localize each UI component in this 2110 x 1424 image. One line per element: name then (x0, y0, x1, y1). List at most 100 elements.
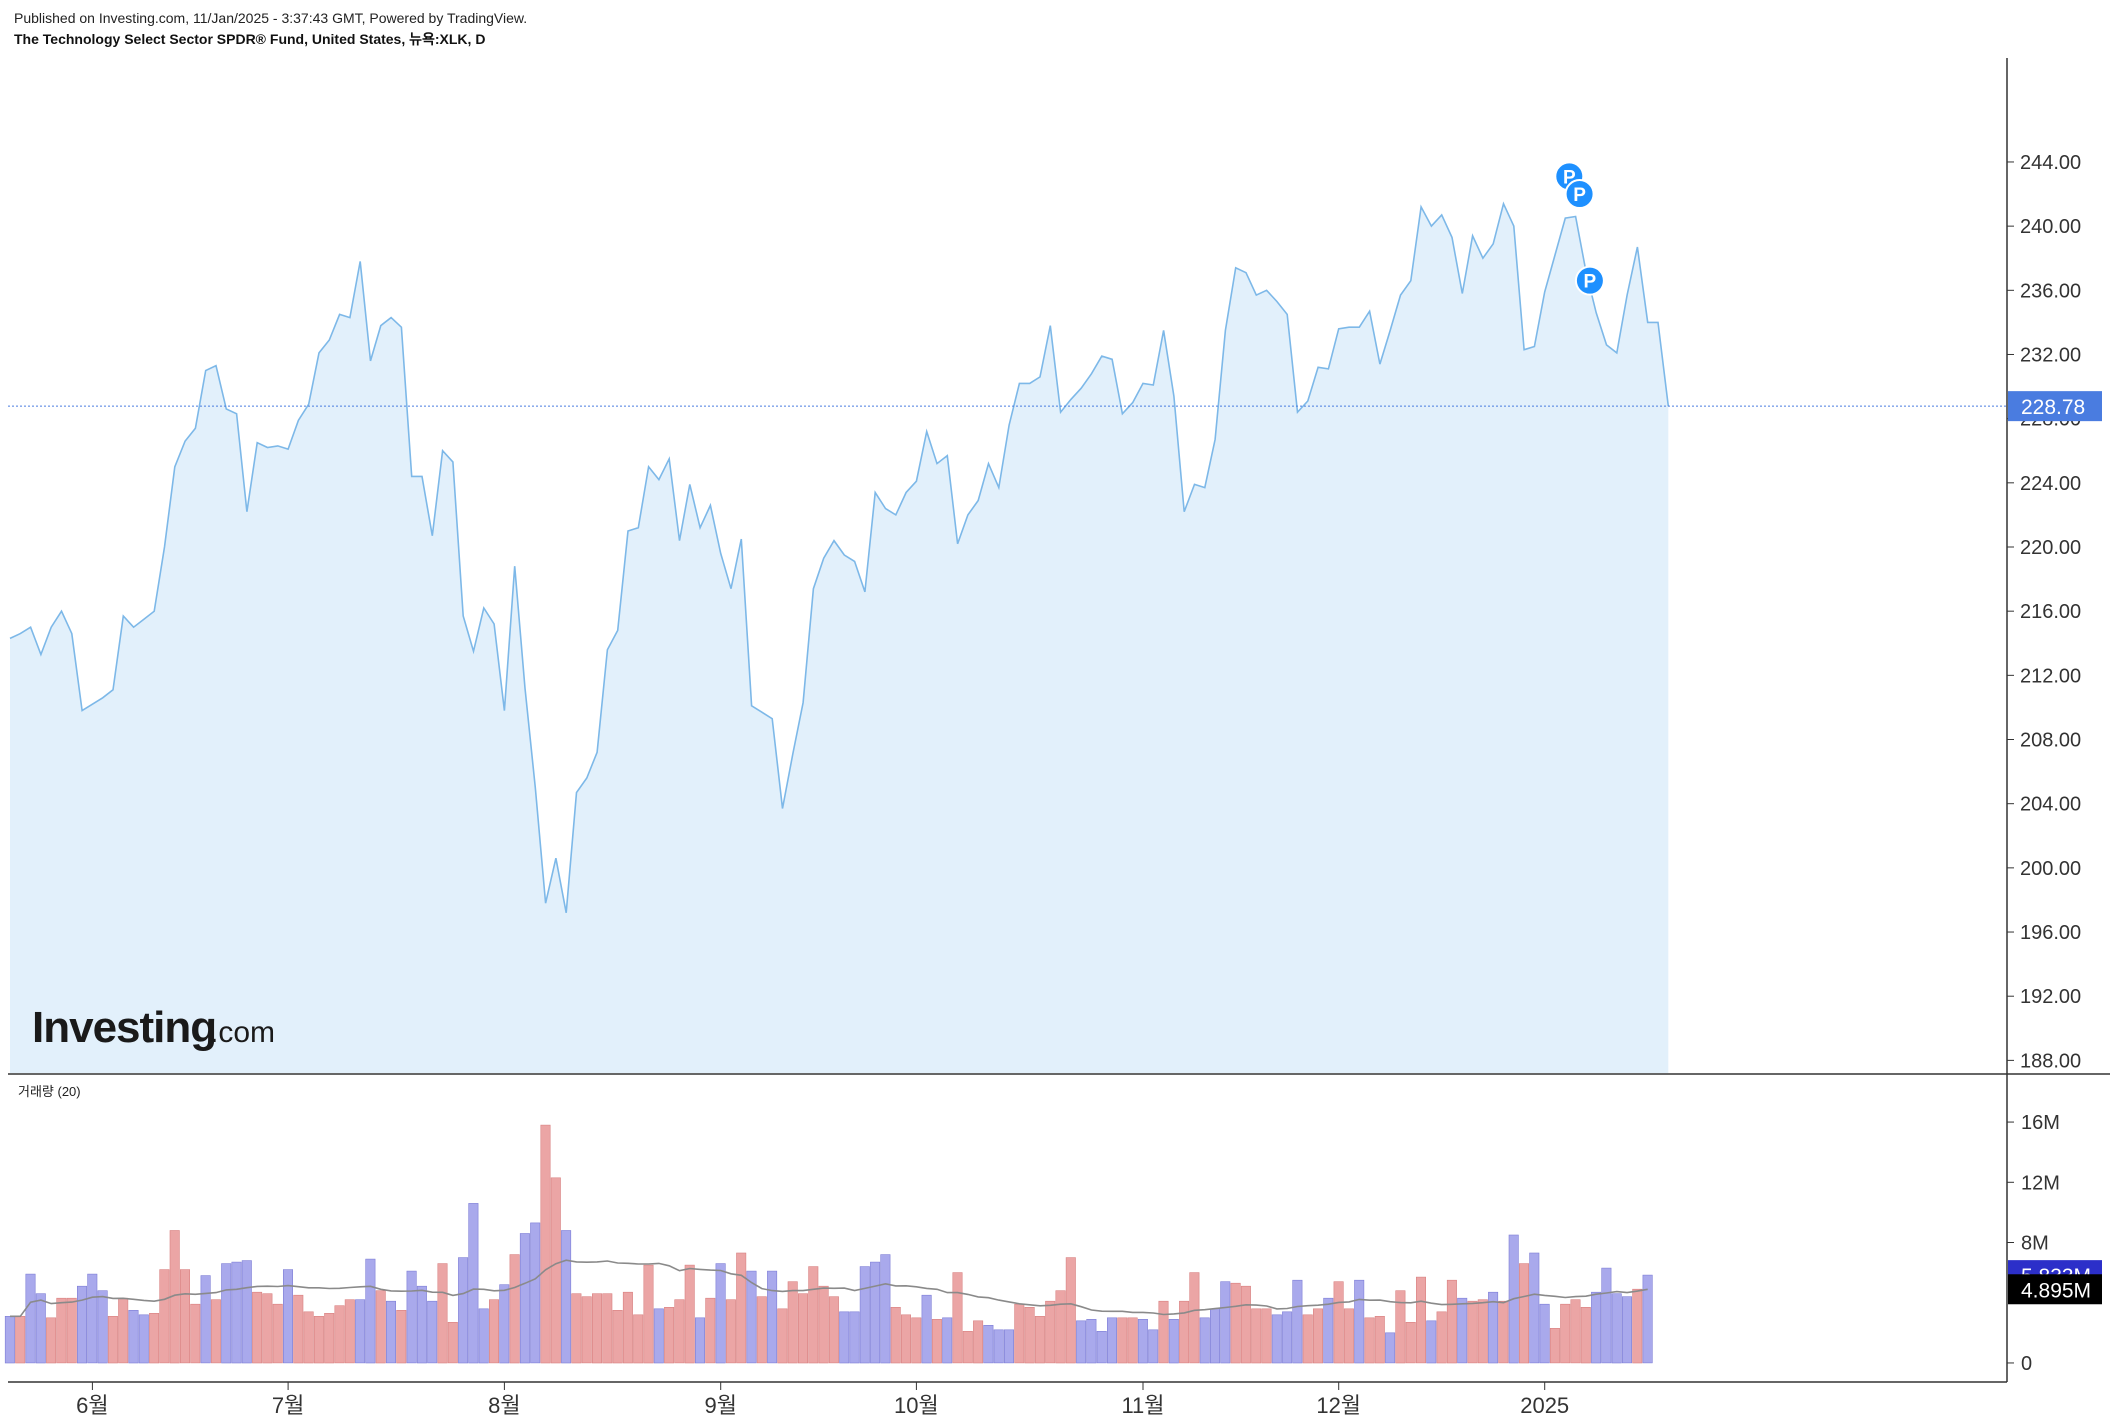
volume-bar (828, 1296, 839, 1364)
volume-bar (385, 1300, 396, 1364)
last-price-label: 228.78 (2021, 396, 2085, 419)
volume-bar (1065, 1257, 1076, 1364)
volume-bar (756, 1296, 767, 1364)
time-tick-label: 9월 (704, 1393, 736, 1418)
volume-bar (1127, 1317, 1138, 1364)
volume-tick-label: 16M (2021, 1112, 2060, 1134)
volume-bar (1107, 1317, 1118, 1364)
volume-bars (4, 1124, 1653, 1364)
volume-bar (252, 1291, 263, 1364)
volume-bar (622, 1291, 633, 1364)
volume-bar (602, 1293, 613, 1364)
volume-bar (1210, 1308, 1221, 1364)
volume-bar (1271, 1314, 1282, 1364)
published-attribution: Published on Investing.com, 11/Jan/2025 … (14, 10, 528, 26)
volume-bar (406, 1270, 417, 1364)
volume-bar (1580, 1307, 1591, 1364)
volume-bar (458, 1257, 469, 1364)
time-tick-label: 10월 (894, 1393, 939, 1418)
volume-bar (591, 1293, 602, 1364)
volume-tick-label: 0 (2021, 1353, 2032, 1375)
volume-bar (1642, 1274, 1653, 1364)
time-tick-label: 12월 (1316, 1393, 1361, 1418)
volume-bar (1302, 1314, 1313, 1364)
price-tick-label: 236.00 (2020, 280, 2081, 302)
price-tick-label: 208.00 (2020, 730, 2081, 752)
volume-bar (138, 1314, 149, 1364)
volume-bar (241, 1260, 252, 1364)
volume-bar (1519, 1263, 1530, 1364)
price-tick-label: 224.00 (2020, 473, 2081, 495)
price-tick-label: 220.00 (2020, 537, 2081, 559)
price-tick-label: 200.00 (2020, 858, 2081, 880)
volume-bar (293, 1294, 304, 1364)
volume-bar (1529, 1252, 1540, 1364)
volume-bar (540, 1124, 551, 1364)
volume-bar (1364, 1317, 1375, 1364)
volume-bar (890, 1307, 901, 1364)
volume-bar (66, 1297, 77, 1364)
time-tick-label: 8월 (488, 1393, 520, 1418)
volume-bar (231, 1261, 242, 1364)
volume-bar (282, 1269, 293, 1364)
volume-bar (118, 1297, 129, 1364)
volume-bar (962, 1331, 973, 1364)
volume-bar (509, 1254, 520, 1364)
volume-bar (1488, 1291, 1499, 1364)
volume-bar (1343, 1308, 1354, 1364)
volume-bar (488, 1299, 499, 1364)
volume-bar (684, 1264, 695, 1364)
logo-suffix: .com (210, 1016, 275, 1049)
event-marker[interactable] (1574, 265, 1605, 296)
volume-bar (1560, 1303, 1571, 1364)
volume-bar (1601, 1267, 1612, 1364)
volume-bar (1498, 1300, 1509, 1364)
volume-bar (56, 1297, 67, 1364)
volume-ma-line (10, 1259, 1648, 1318)
volume-bar (653, 1308, 664, 1364)
volume-bar (396, 1310, 407, 1364)
time-axis-ticks: 6월 7월 8월 9월 10월 11월 12월 2025 (76, 1382, 1569, 1418)
volume-bar (210, 1299, 221, 1364)
volume-bar (1117, 1317, 1128, 1364)
volume-bar (1333, 1281, 1344, 1364)
volume-bar (365, 1258, 376, 1364)
price-tick-label: 192.00 (2020, 986, 2081, 1008)
volume-bar (664, 1307, 675, 1364)
price-axis-ticks: 244.00240.00236.00232.00228.00224.00220.… (2007, 152, 2102, 1072)
price-tick-label: 244.00 (2020, 152, 2081, 174)
volume-bar (797, 1293, 808, 1364)
event-marker-label: P (1573, 185, 1586, 206)
volume-bar (612, 1310, 623, 1364)
volume-bar (15, 1316, 26, 1364)
volume-bar (973, 1320, 984, 1364)
volume-bar (571, 1293, 582, 1364)
volume-bar (674, 1299, 685, 1364)
volume-bar (190, 1303, 201, 1364)
volume-bar (859, 1266, 870, 1364)
volume-bar (942, 1317, 953, 1364)
event-markers[interactable]: PPP (1554, 161, 1605, 296)
volume-bar (46, 1317, 57, 1364)
volume-bar (1591, 1291, 1602, 1364)
time-tick-label: 7월 (272, 1393, 304, 1418)
volume-bar (1313, 1308, 1324, 1364)
volume-bar (1323, 1297, 1334, 1364)
volume-bar (499, 1284, 510, 1364)
volume-bar (1199, 1317, 1210, 1364)
instrument-title: The Technology Select Sector SPDR® Fund,… (14, 31, 486, 47)
price-tick-label: 188.00 (2020, 1050, 2081, 1072)
volume-bar (849, 1311, 860, 1364)
volume-bar (1076, 1320, 1087, 1364)
volume-bar (1436, 1311, 1447, 1364)
price-tick-label: 216.00 (2020, 601, 2081, 623)
volume-bar (159, 1269, 170, 1364)
volume-axis-ticks: 16M12M8M05.833M4.895M (2007, 1112, 2102, 1375)
volume-bar (746, 1270, 757, 1364)
volume-bar (694, 1317, 705, 1364)
volume-bar (1014, 1303, 1025, 1364)
volume-bar (633, 1314, 644, 1364)
event-marker[interactable] (1564, 179, 1595, 210)
volume-bar (1045, 1300, 1056, 1364)
